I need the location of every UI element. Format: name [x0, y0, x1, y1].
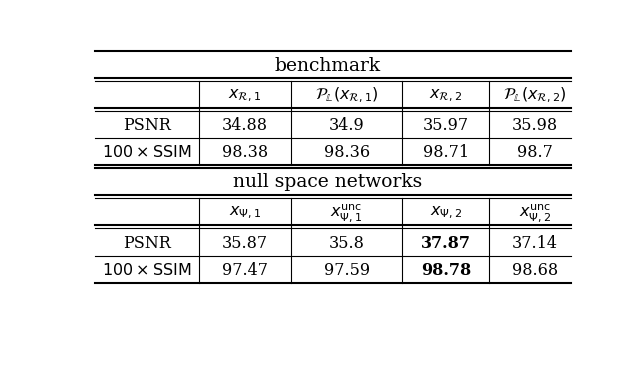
Text: $x_{\Psi,2}^{\mathrm{unc}}$: $x_{\Psi,2}^{\mathrm{unc}}$: [519, 202, 551, 223]
Text: 98.38: 98.38: [222, 144, 268, 161]
Text: 35.98: 35.98: [512, 117, 558, 134]
Text: null space networks: null space networks: [234, 173, 422, 191]
Text: PSNR: PSNR: [123, 117, 171, 134]
Text: 97.47: 97.47: [222, 262, 268, 279]
Text: 98.68: 98.68: [512, 262, 558, 279]
Text: 98.7: 98.7: [517, 144, 553, 161]
Text: 37.14: 37.14: [512, 235, 558, 252]
Text: 98.78: 98.78: [420, 262, 471, 279]
Text: $100 \times \mathrm{SSIM}$: $100 \times \mathrm{SSIM}$: [102, 144, 192, 161]
Text: $x_{\Psi,1}^{\mathrm{unc}}$: $x_{\Psi,1}^{\mathrm{unc}}$: [330, 202, 363, 223]
Text: benchmark: benchmark: [275, 57, 381, 74]
Text: 98.71: 98.71: [423, 144, 469, 161]
Text: $x_{\mathcal{R},2}$: $x_{\mathcal{R},2}$: [429, 87, 462, 104]
Text: $\mathcal{P}_{\mathbb{L}}(x_{\mathcal{R},2})$: $\mathcal{P}_{\mathbb{L}}(x_{\mathcal{R}…: [503, 86, 567, 105]
Text: 34.88: 34.88: [222, 117, 268, 134]
Text: 35.97: 35.97: [423, 117, 469, 134]
Text: 37.87: 37.87: [421, 235, 471, 252]
Text: $x_{\mathcal{R},1}$: $x_{\mathcal{R},1}$: [228, 87, 262, 104]
Text: 98.36: 98.36: [324, 144, 370, 161]
Text: $x_{\Psi,2}$: $x_{\Psi,2}$: [429, 204, 462, 221]
Text: 35.87: 35.87: [222, 235, 268, 252]
Text: $100 \times \mathrm{SSIM}$: $100 \times \mathrm{SSIM}$: [102, 262, 192, 279]
Text: 97.59: 97.59: [324, 262, 370, 279]
Text: $\mathcal{P}_{\mathbb{L}}(x_{\mathcal{R},1})$: $\mathcal{P}_{\mathbb{L}}(x_{\mathcal{R}…: [315, 86, 378, 105]
Text: PSNR: PSNR: [123, 235, 171, 252]
Text: $x_{\Psi,1}$: $x_{\Psi,1}$: [228, 204, 261, 221]
Text: 34.9: 34.9: [329, 117, 364, 134]
Text: 35.8: 35.8: [329, 235, 365, 252]
